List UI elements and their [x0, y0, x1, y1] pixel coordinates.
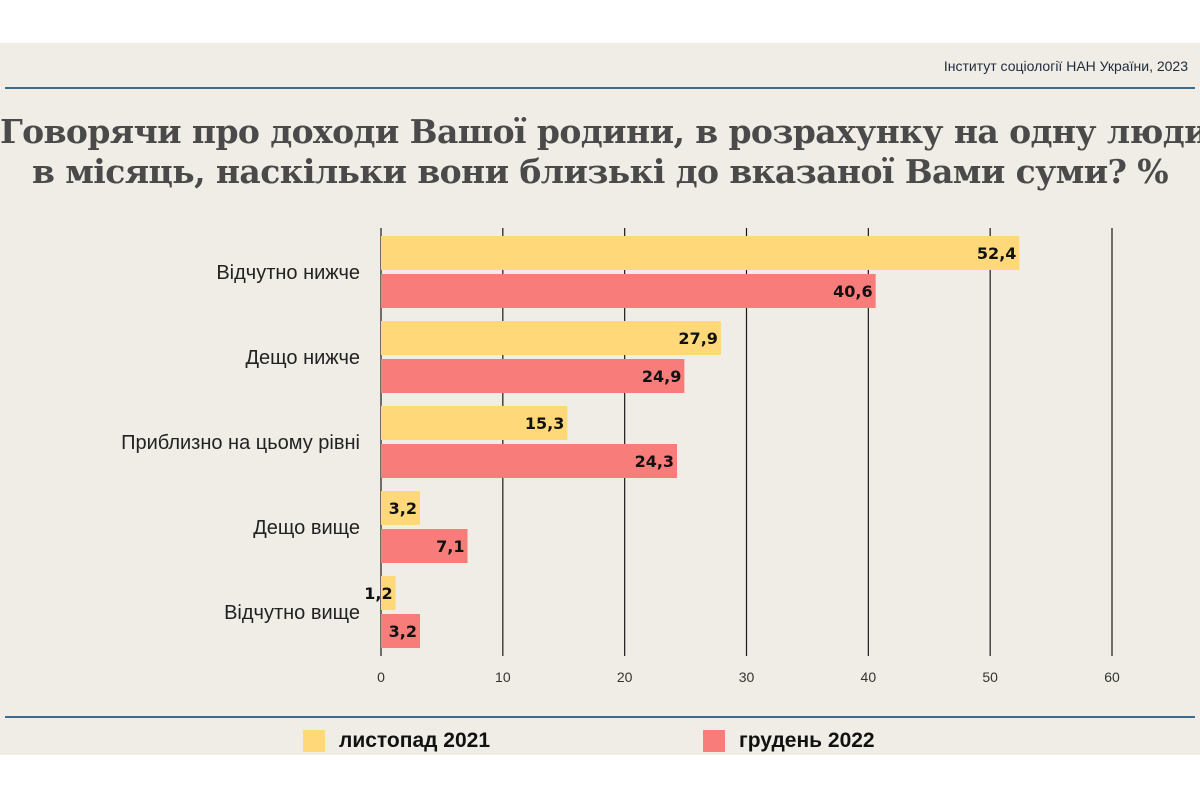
chart-title: Говорячи про доходи Вашої родини, в розр…: [0, 112, 1200, 192]
x-tick-label: 20: [617, 669, 633, 685]
bar-2022: [381, 444, 678, 478]
legend-swatch-2021: [303, 730, 325, 752]
bar-value-label: 52,4: [977, 244, 1016, 263]
bottom-divider: [5, 716, 1195, 718]
bar-2022: [381, 359, 685, 393]
bar-value-label: 40,6: [833, 282, 872, 301]
x-tick-label: 40: [861, 669, 877, 685]
x-tick-label: 0: [377, 669, 385, 685]
bar-2021: [381, 236, 1020, 270]
bar-2022: [381, 529, 468, 563]
x-tick-label: 50: [982, 669, 998, 685]
bar-value-label: 3,2: [389, 622, 417, 641]
category-label: Приблизно на цьому рівні: [121, 432, 360, 454]
bar-2022: [381, 274, 876, 308]
legend-item-2021: листопад 2021: [303, 728, 490, 754]
bar-value-label: 15,3: [525, 414, 564, 433]
legend-label-2021: листопад 2021: [339, 729, 491, 752]
top-divider: [5, 87, 1195, 89]
bar-2021: [381, 576, 396, 610]
legend-swatch-2022: [703, 730, 725, 752]
category-label: Дещо вище: [253, 517, 360, 539]
category-label: Відчутно вище: [224, 602, 360, 624]
legend-item-2022: грудень 2022: [703, 728, 875, 754]
bar-2022: [381, 614, 420, 648]
bar-2021: [381, 406, 568, 440]
bar-value-label: 3,2: [389, 499, 417, 518]
bar-2021: [381, 321, 721, 355]
bar-value-label: 24,9: [642, 367, 681, 386]
category-label: Дещо нижче: [246, 347, 361, 369]
bar-value-label: 24,3: [635, 452, 674, 471]
bar-value-label: 7,1: [436, 537, 464, 556]
bar-value-label: 27,9: [678, 329, 717, 348]
source-note: Інститут соціології НАН України, 2023: [943, 58, 1188, 74]
bar-value-label: 1,2: [364, 584, 392, 603]
x-tick-label: 30: [739, 669, 755, 685]
chart-panel: [0, 43, 1200, 755]
chart-title-line-2: в місяць, наскільки вони близькі до вказ…: [32, 152, 1169, 191]
category-label: Відчутно нижче: [216, 262, 360, 284]
x-tick-label: 60: [1104, 669, 1120, 685]
x-tick-label: 10: [495, 669, 511, 685]
legend-label-2022: грудень 2022: [739, 729, 875, 752]
bar-2021: [381, 491, 420, 525]
chart-title-line-1: Говорячи про доходи Вашої родини, в розр…: [0, 112, 1200, 151]
